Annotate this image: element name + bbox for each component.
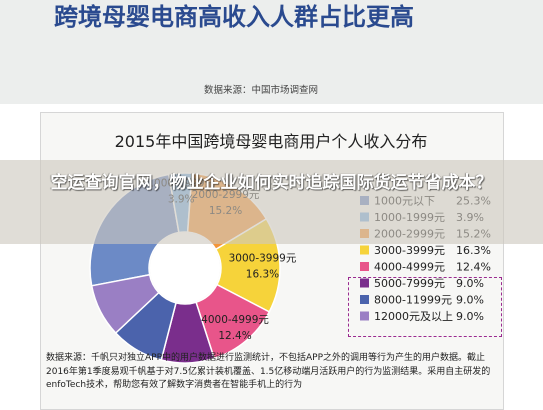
legend-label-6: 5000-7999元 [374,277,445,290]
legend-label-4: 3000-3999元 [374,244,445,257]
chart-title: 2015年中国跨境母婴电商用户个人收入分布 [114,132,428,151]
slice-label-5-value: 12.4% [218,330,251,342]
legend-highlight-box [348,277,502,337]
legend-value-7: 9.0% [456,294,484,307]
legend-swatch-7 [360,295,369,304]
legend-swatch-6 [360,278,369,288]
legend-swatch-5 [360,262,369,271]
legend-value-8: 9.0% [456,310,484,323]
legend-swatch-8 [360,311,369,321]
pie-slice-8 [90,273,160,335]
overlay-title: 空运查询官网，物业企业如何实时追踪国际货运节省成本？ [50,173,493,193]
legend-value-4: 16.3% [456,244,491,257]
slice-label-5-category: 4000-4999元 [201,314,269,326]
slide-title: 跨境母婴电商高收入人群占比更高 [54,3,414,31]
legend-swatch-4 [360,245,369,255]
source-note-top: 数据来源：中国市场调查网 [204,85,319,96]
legend-value-5: 12.4% [456,261,491,274]
slice-label-4-category: 3000-3999元 [229,253,297,265]
legend-label-5: 4000-4999元 [374,261,445,274]
donut-hole [150,233,220,303]
overlay-banner [0,160,543,244]
legend-label-7: 8000-11999元 [374,294,452,307]
slice-label-4-value: 16.3% [246,269,279,281]
source-note-bottom: 数据来源：千帆只对独立APP中的用户数据进行监测统计，不包括APP之外的调用等行… [46,353,491,390]
slide-header-band [0,0,543,104]
legend-value-6: 9.0% [456,277,484,290]
legend-label-8: 12000元及以上 [374,310,453,323]
